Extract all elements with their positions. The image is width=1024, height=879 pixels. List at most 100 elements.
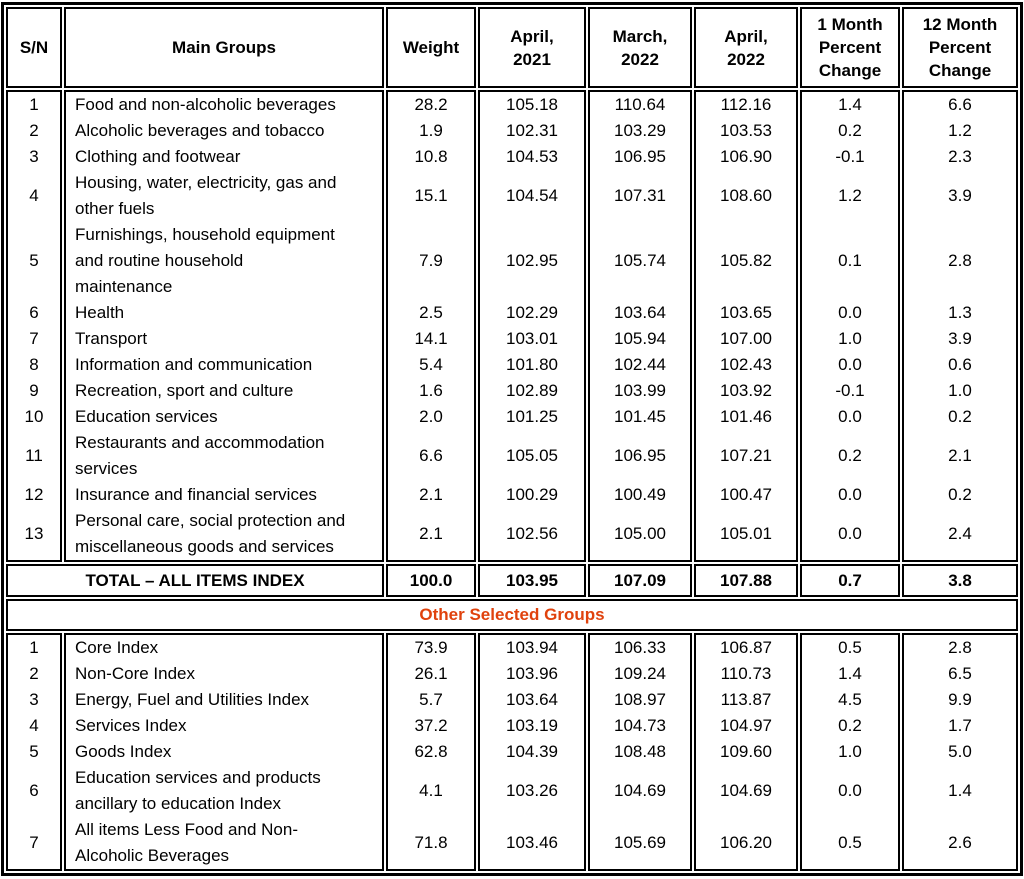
table-row: 13 Personal care, social protection and m… xyxy=(6,508,1018,562)
serial-cell: 12 xyxy=(6,482,62,508)
serial-cell: 4 xyxy=(6,170,62,222)
april-2022-cell: 107.21 xyxy=(694,430,798,482)
total-label-cell: TOTAL – ALL ITEMS INDEX xyxy=(6,564,385,597)
table-row: 5 Goods Index 62.8 104.39 108.48 109.60 1.0 5.0 xyxy=(6,739,1018,765)
one-month-change-cell: -0.1 xyxy=(800,378,900,404)
total-12-month-change-cell: 3.8 xyxy=(902,564,1018,597)
march-2022-cell: 106.95 xyxy=(588,430,692,482)
one-month-change-cell: 0.0 xyxy=(800,352,900,378)
march-2022-cell: 108.48 xyxy=(588,739,692,765)
group-name-cell: Goods Index xyxy=(64,739,384,765)
weight-cell: 2.1 xyxy=(386,508,476,562)
section-band-label: Other Selected Groups xyxy=(6,599,1018,631)
header-12-month-change: 12 Month Percent Change xyxy=(902,7,1018,88)
weight-cell: 15.1 xyxy=(386,170,476,222)
twelve-month-change-cell: 1.0 xyxy=(902,378,1018,404)
one-month-change-cell: 1.4 xyxy=(800,661,900,687)
group-name-cell: Core Index xyxy=(64,633,384,661)
april-2021-cell: 103.96 xyxy=(478,661,586,687)
group-name-cell: Education services and products ancillar… xyxy=(64,765,384,817)
april-2022-cell: 100.47 xyxy=(694,482,798,508)
april-2022-cell: 106.90 xyxy=(694,144,798,170)
twelve-month-change-cell: 1.3 xyxy=(902,300,1018,326)
table-row: 8 Information and communication 5.4 101.80 1… xyxy=(6,352,1018,378)
serial-cell: 8 xyxy=(6,352,62,378)
serial-cell: 1 xyxy=(6,90,62,118)
table-row: 11 Restaurants and accommodation services… xyxy=(6,430,1018,482)
march-2022-cell: 104.73 xyxy=(588,713,692,739)
serial-cell: 6 xyxy=(6,765,62,817)
serial-cell: 13 xyxy=(6,508,62,562)
weight-cell: 1.9 xyxy=(386,118,476,144)
april-2021-cell: 103.64 xyxy=(478,687,586,713)
serial-cell: 7 xyxy=(6,326,62,352)
march-2022-cell: 103.99 xyxy=(588,378,692,404)
april-2021-cell: 102.29 xyxy=(478,300,586,326)
table-row: 6 Health 2.5 102.29 103.64 103.65 0.0 1.3 xyxy=(6,300,1018,326)
april-2022-cell: 109.60 xyxy=(694,739,798,765)
twelve-month-change-cell: 2.8 xyxy=(902,633,1018,661)
april-2021-cell: 102.56 xyxy=(478,508,586,562)
april-2021-cell: 101.25 xyxy=(478,404,586,430)
april-2021-cell: 103.46 xyxy=(478,817,586,871)
group-name-cell: Housing, water, electricity, gas and oth… xyxy=(64,170,384,222)
april-2022-cell: 113.87 xyxy=(694,687,798,713)
one-month-change-cell: 1.0 xyxy=(800,739,900,765)
table-row: 2 Non-Core Index 26.1 103.96 109.24 110.73 1.4… xyxy=(6,661,1018,687)
march-2022-cell: 106.33 xyxy=(588,633,692,661)
weight-cell: 62.8 xyxy=(386,739,476,765)
twelve-month-change-cell: 2.8 xyxy=(902,222,1018,300)
march-2022-cell: 101.45 xyxy=(588,404,692,430)
march-2022-cell: 105.00 xyxy=(588,508,692,562)
group-name-cell: Non-Core Index xyxy=(64,661,384,687)
one-month-change-cell: 0.0 xyxy=(800,404,900,430)
march-2022-cell: 106.95 xyxy=(588,144,692,170)
march-2022-cell: 108.97 xyxy=(588,687,692,713)
table-row: 4 Services Index 37.2 103.19 104.73 104.97 0.2… xyxy=(6,713,1018,739)
one-month-change-cell: 0.2 xyxy=(800,430,900,482)
march-2022-cell: 107.31 xyxy=(588,170,692,222)
one-month-change-cell: 0.0 xyxy=(800,508,900,562)
twelve-month-change-cell: 1.4 xyxy=(902,765,1018,817)
april-2022-cell: 103.53 xyxy=(694,118,798,144)
group-name-cell: All items Less Food and Non- Alcoholic B… xyxy=(64,817,384,871)
twelve-month-change-cell: 9.9 xyxy=(902,687,1018,713)
weight-cell: 7.9 xyxy=(386,222,476,300)
twelve-month-change-cell: 2.1 xyxy=(902,430,1018,482)
april-2022-cell: 107.00 xyxy=(694,326,798,352)
table-row: 3 Clothing and footwear 10.8 104.53 106.95 10… xyxy=(6,144,1018,170)
april-2022-cell: 108.60 xyxy=(694,170,798,222)
weight-cell: 10.8 xyxy=(386,144,476,170)
serial-cell: 3 xyxy=(6,687,62,713)
one-month-change-cell: 0.5 xyxy=(800,633,900,661)
april-2021-cell: 104.39 xyxy=(478,739,586,765)
april-2022-cell: 105.82 xyxy=(694,222,798,300)
group-name-cell: Education services xyxy=(64,404,384,430)
weight-cell: 5.4 xyxy=(386,352,476,378)
one-month-change-cell: 0.2 xyxy=(800,118,900,144)
total-april-2022-cell: 107.88 xyxy=(694,564,799,597)
twelve-month-change-cell: 5.0 xyxy=(902,739,1018,765)
one-month-change-cell: 0.0 xyxy=(800,300,900,326)
group-name-cell: Insurance and financial services xyxy=(64,482,384,508)
header-row: S/N Main Groups Weight April, 2021 March… xyxy=(6,7,1018,88)
april-2022-cell: 104.69 xyxy=(694,765,798,817)
one-month-change-cell: 0.2 xyxy=(800,713,900,739)
weight-cell: 5.7 xyxy=(386,687,476,713)
march-2022-cell: 103.64 xyxy=(588,300,692,326)
april-2021-cell: 103.26 xyxy=(478,765,586,817)
twelve-month-change-cell: 3.9 xyxy=(902,170,1018,222)
serial-cell: 6 xyxy=(6,300,62,326)
serial-cell: 3 xyxy=(6,144,62,170)
serial-cell: 9 xyxy=(6,378,62,404)
table-row: 3 Energy, Fuel and Utilities Index 5.7 103.… xyxy=(6,687,1018,713)
other-groups-table: 1 Core Index 73.9 103.94 106.33 106.87 0.5 2.8 2… xyxy=(4,633,1020,871)
april-2022-cell: 103.65 xyxy=(694,300,798,326)
weight-cell: 14.1 xyxy=(386,326,476,352)
march-2022-cell: 105.94 xyxy=(588,326,692,352)
total-1-month-change-cell: 0.7 xyxy=(800,564,901,597)
serial-cell: 1 xyxy=(6,633,62,661)
serial-cell: 10 xyxy=(6,404,62,430)
weight-cell: 4.1 xyxy=(386,765,476,817)
